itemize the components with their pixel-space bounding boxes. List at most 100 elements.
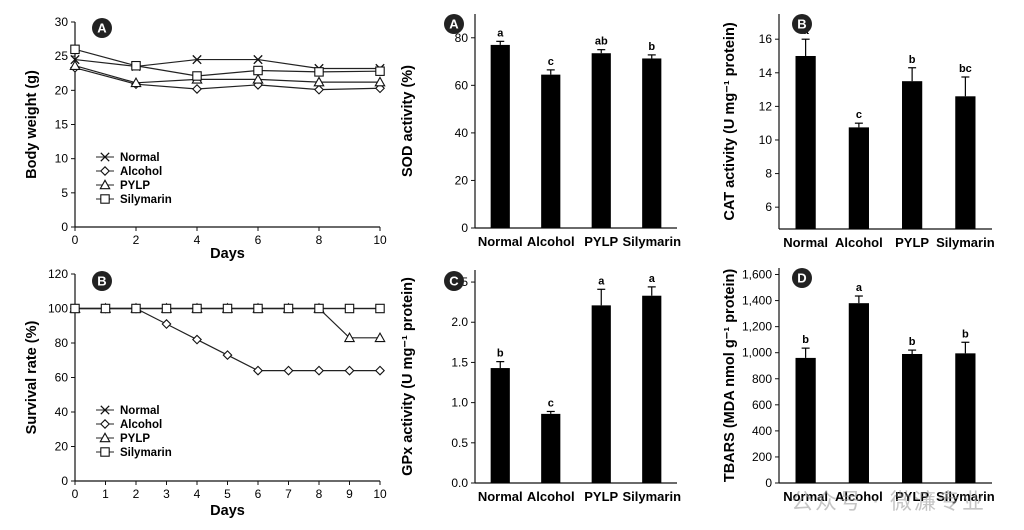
category-label: Normal — [783, 489, 828, 504]
tbars-panel: 0 200 400 600 800 1,000 1,200 1,400 1,600 b Normal… — [722, 268, 995, 504]
marker-triangle — [69, 59, 81, 70]
significance-letter: a — [598, 275, 605, 287]
y-axis-label: CAT activity (U mg⁻¹ protein) — [722, 22, 738, 220]
legend-entry: Normal — [120, 405, 160, 417]
significance-letter: a — [856, 282, 863, 294]
legend-entry: Alcohol — [120, 166, 162, 178]
y-tick-label: 600 — [752, 398, 772, 412]
panel-badge — [444, 14, 464, 34]
series-line — [74, 58, 380, 70]
y-tick-label: 0 — [61, 474, 68, 488]
marker-square — [314, 67, 324, 77]
marker-diamond — [375, 83, 385, 94]
y-tick-label: 5 — [61, 186, 68, 200]
marker-square — [375, 66, 385, 76]
y-tick-label: 0 — [461, 221, 468, 235]
y-tick-label: 12 — [759, 99, 773, 113]
x-tick-label: 8 — [316, 233, 323, 247]
category-label: Silymarin — [936, 489, 995, 504]
marker-diamond — [253, 365, 263, 376]
marker-diamond — [192, 83, 202, 94]
y-tick-label: 2.0 — [451, 315, 468, 329]
x-tick-label: 8 — [316, 487, 323, 501]
marker-triangle — [313, 76, 325, 87]
x-tick-label: 6 — [255, 233, 262, 247]
bar — [902, 354, 923, 483]
category-label: Silymarin — [622, 489, 681, 504]
x-tick-label: 0 — [72, 487, 79, 501]
marker-diamond — [161, 319, 172, 330]
sod-activity-panel: 0 20 40 60 80 a Normal c Alcohol ab PYLP b Silymarin… — [400, 14, 681, 249]
marker-square — [70, 303, 80, 314]
significance-letter: b — [802, 334, 809, 346]
x-tick-label: 3 — [163, 487, 170, 501]
y-axis-label: Survival rate (%) — [24, 321, 40, 435]
y-tick-label: 1,400 — [742, 294, 772, 308]
x-tick-label: 5 — [224, 487, 231, 501]
marker-triangle — [99, 179, 111, 190]
y-tick-label: 0.5 — [451, 436, 468, 450]
marker-diamond — [344, 365, 355, 376]
category-label: Alcohol — [527, 489, 575, 504]
marker-diamond — [314, 365, 324, 376]
x-axis-label: Days — [210, 503, 245, 519]
y-tick-label: 40 — [455, 126, 469, 140]
legend-entry: Silymarin — [120, 194, 172, 206]
marker-diamond — [100, 419, 110, 429]
y-tick-label: 60 — [55, 371, 69, 385]
significance-letter: ab — [595, 36, 608, 48]
panel-badge-letter: C — [449, 274, 459, 289]
significance-letter: b — [648, 41, 655, 53]
y-tick-label: 10 — [759, 133, 773, 147]
panel-badge — [92, 18, 112, 38]
significance-letter: bc — [959, 63, 972, 75]
y-tick-label: 1,000 — [742, 346, 772, 360]
y-tick-label: 80 — [55, 336, 69, 350]
legend-entry: Silymarin — [120, 447, 172, 459]
marker-square — [375, 303, 385, 314]
marker-triangle — [130, 76, 142, 88]
marker-diamond — [222, 350, 233, 361]
bar — [955, 353, 976, 483]
category-label: PYLP — [895, 235, 929, 250]
y-tick-label: 20 — [55, 83, 69, 97]
y-tick-label: 30 — [55, 15, 69, 29]
marker-diamond — [100, 166, 110, 176]
marker-square — [70, 44, 80, 55]
y-tick-label: 25 — [55, 49, 69, 63]
bar — [541, 74, 561, 228]
series-line — [74, 48, 381, 77]
y-tick-label: 1.0 — [451, 396, 468, 410]
category-label: PYLP — [584, 489, 618, 504]
significance-letter: a — [649, 273, 656, 285]
marker-square — [283, 303, 294, 314]
y-tick-label: 800 — [752, 372, 772, 386]
category-label: Silymarin — [622, 234, 681, 249]
y-tick-label: 0.0 — [451, 476, 468, 490]
marker-square — [344, 303, 355, 314]
bar — [541, 413, 561, 483]
y-tick-label: 400 — [752, 424, 772, 438]
significance-letter: c — [856, 109, 862, 121]
panel-badge-letter: B — [797, 17, 806, 32]
marker-triangle — [374, 76, 386, 87]
category-label: PYLP — [895, 489, 929, 504]
marker-square — [131, 60, 141, 71]
marker-square — [253, 65, 263, 76]
panel-badge — [444, 271, 464, 291]
marker-x — [192, 54, 202, 65]
panel-badge-letter: A — [449, 17, 459, 32]
x-tick-label: 6 — [255, 487, 262, 501]
bar — [642, 58, 662, 228]
bar — [795, 357, 816, 483]
y-tick-label: 0 — [61, 220, 68, 234]
bar — [902, 81, 923, 229]
marker-x — [100, 152, 110, 162]
category-label: Normal — [478, 234, 523, 249]
series-line — [75, 307, 380, 372]
survival-rate-panel: 0 20 40 60 80 100 120 0 1 2 3 4 5 6 7 8 9 10 Days Survival … — [24, 267, 387, 519]
marker-square — [253, 303, 263, 314]
bar — [795, 55, 816, 229]
marker-square — [100, 303, 111, 314]
